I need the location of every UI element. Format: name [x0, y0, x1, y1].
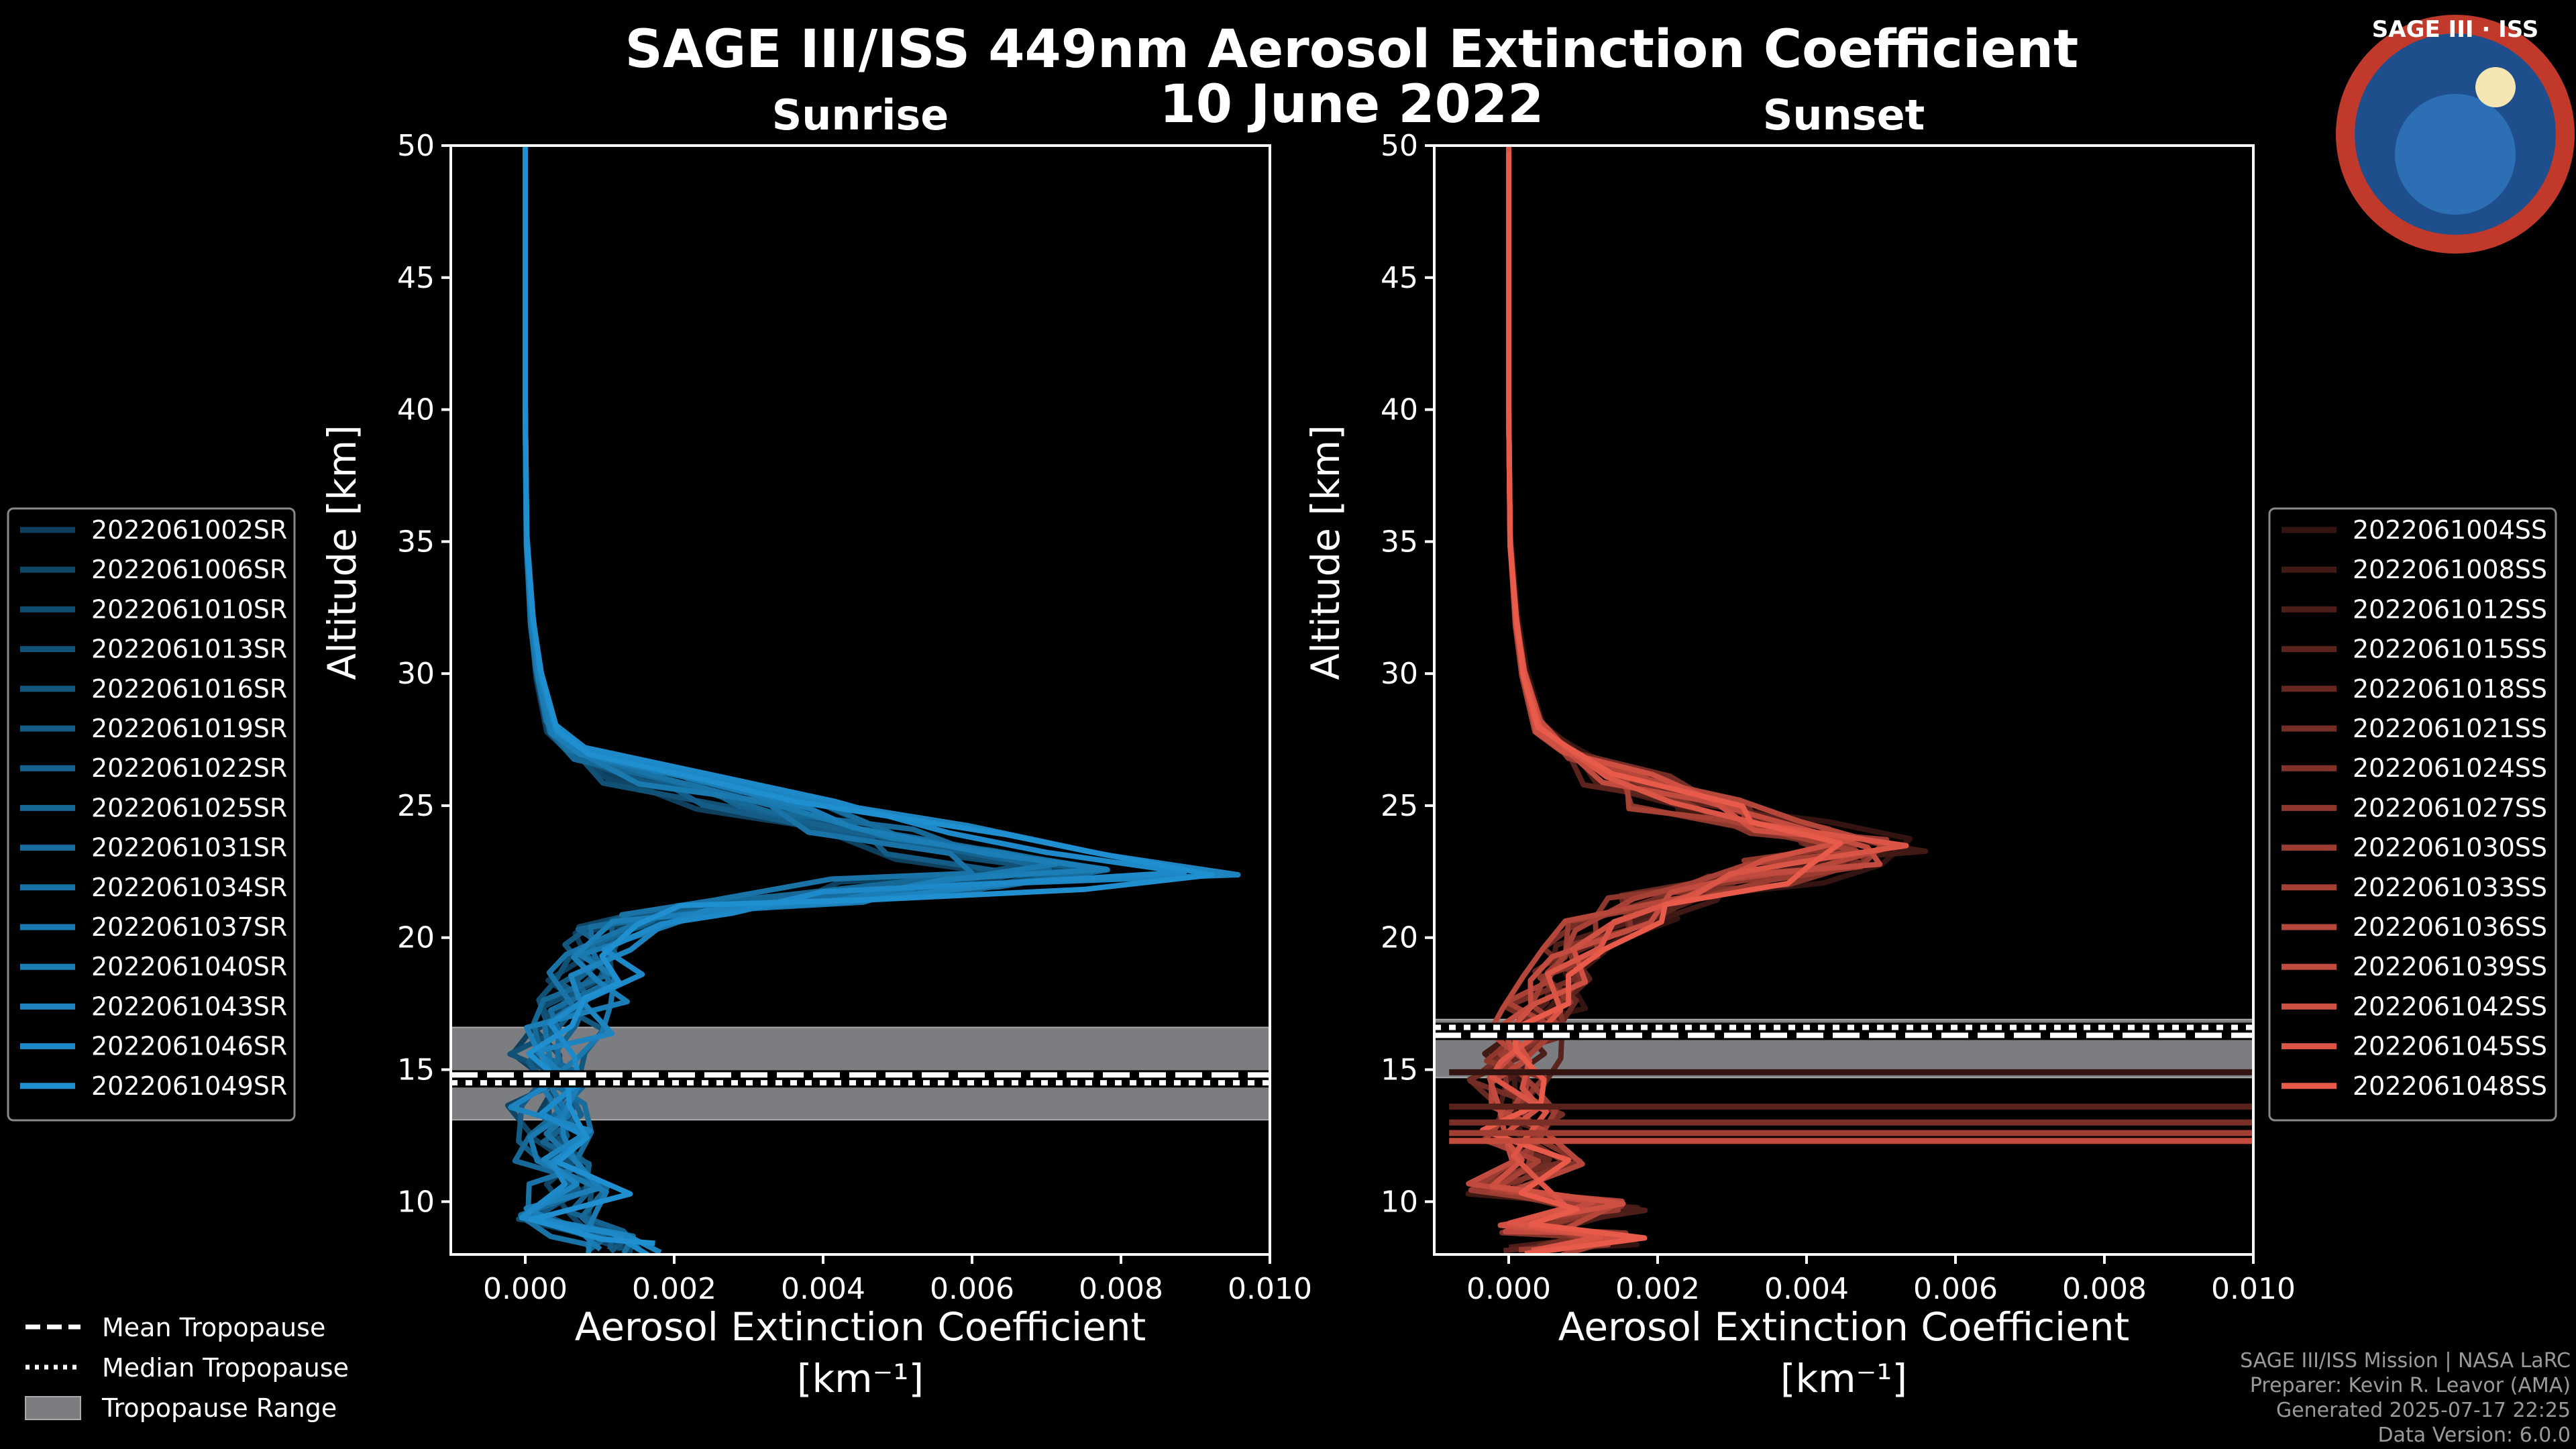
legend-entry: 2022061013SR: [91, 635, 287, 664]
x-tick-label: 0.008: [2062, 1272, 2147, 1306]
legend-entry: 2022061006SR: [91, 555, 287, 584]
logo-earth-icon: [2395, 94, 2516, 215]
legend-entry: 2022061016SR: [91, 674, 287, 704]
sunrise-x-axis-unit: [km⁻¹]: [797, 1356, 924, 1401]
sunset-series-legend: 2022061004SS 2022061008SS 2022061012SS 2022…: [2268, 507, 2557, 1122]
legend-entry: 2022061039SS: [2353, 952, 2547, 981]
credit-line: SAGE III/ISS Mission | NASA LaRC: [2240, 1349, 2571, 1373]
x-tick-label: 0.006: [1913, 1272, 1998, 1306]
tropopause-key-legend: Mean Tropopause Median Tropopause Tropop…: [25, 1313, 349, 1423]
median-tropopause-label: Median Tropopause: [102, 1353, 349, 1383]
legend-entry: 2022061025SR: [91, 793, 287, 822]
tropopause-range-swatch: [25, 1396, 81, 1420]
logo-moon-icon: [2475, 67, 2516, 107]
x-tick-label: 0.002: [1615, 1272, 1700, 1306]
sunset-panel: 10 15 20 25 30 35 40 45 50 0.000 0.002 0.004 0.006 0.…: [1303, 91, 2296, 1401]
legend-entry: 2022061004SS: [2353, 515, 2547, 545]
x-tick-label: 0.010: [1228, 1272, 1312, 1306]
x-tick-label: 0.010: [2211, 1272, 2296, 1306]
sunset-y-axis-label: Altitude [km]: [1303, 425, 1348, 680]
x-tick-label: 0.002: [632, 1272, 716, 1306]
sunset-subtitle: Sunset: [1763, 91, 1925, 140]
legend-entry: 2022061015SS: [2353, 635, 2547, 664]
y-tick-label: 40: [397, 393, 435, 427]
x-tick-label: 0.004: [1764, 1272, 1849, 1306]
mean-tropopause-label: Mean Tropopause: [102, 1313, 325, 1342]
legend-entry: 2022061021SS: [2353, 714, 2547, 743]
figure-date: 10 June 2022: [1160, 74, 1544, 135]
legend-entry: 2022061049SR: [91, 1071, 287, 1101]
legend-entry: 2022061036SS: [2353, 912, 2547, 942]
y-tick-label: 10: [397, 1185, 435, 1219]
sunset-x-axis-label: Aerosol Extinction Coefficient: [1558, 1304, 2130, 1350]
legend-entry: 2022061034SR: [91, 873, 287, 902]
sunrise-subtitle: Sunrise: [772, 91, 949, 140]
y-tick-label: 10: [1381, 1185, 1418, 1219]
legend-entry: 2022061027SS: [2353, 793, 2547, 822]
logo-text: SAGE III · ISS: [2372, 16, 2538, 43]
figure-title: SAGE III/ISS 449nm Aerosol Extinction Co…: [625, 19, 2079, 80]
sunset-x-axis-unit: [km⁻¹]: [1780, 1356, 1907, 1401]
credits: SAGE III/ISS Mission | NASA LaRC Prepare…: [2240, 1349, 2571, 1447]
tropopause-range-label: Tropopause Range: [101, 1393, 337, 1423]
legend-entry: 2022061043SR: [91, 991, 287, 1021]
legend-entry: 2022061008SS: [2353, 555, 2547, 584]
x-tick-label: 0.006: [930, 1272, 1014, 1306]
sunrise-axes-frame: [449, 144, 1271, 1256]
credit-line: Generated 2025-07-17 22:25: [2276, 1399, 2571, 1422]
sunrise-panel: 10 15 20 25 30 35 40 45 50 0.000 0.002 0.004 0.006 0.…: [319, 91, 1312, 1401]
sunset-legend-box: [2268, 507, 2557, 1122]
legend-entry: 2022061002SR: [91, 515, 287, 545]
profile-line-2022061048SS: [1479, 152, 1843, 1254]
legend-entry: 2022061018SS: [2353, 674, 2547, 704]
legend-entry: 2022061019SR: [91, 714, 287, 743]
y-tick-label: 20: [397, 921, 435, 955]
y-tick-label: 35: [1381, 525, 1418, 559]
sage-iii-iss-logo: SAGE III · ISS: [2336, 15, 2575, 254]
y-tick-label: 15: [397, 1053, 435, 1087]
x-tick-label: 0.000: [1466, 1272, 1551, 1306]
legend-entry: 2022061037SR: [91, 912, 287, 942]
credit-line: Preparer: Kevin R. Leavor (AMA): [2250, 1374, 2571, 1397]
legend-entry: 2022061030SS: [2353, 833, 2547, 863]
y-tick-label: 30: [397, 657, 435, 691]
credit-line: Data Version: 6.0.0: [2378, 1424, 2571, 1447]
y-tick-label: 50: [397, 129, 435, 163]
legend-entry: 2022061045SS: [2353, 1032, 2547, 1061]
y-tick-label: 30: [1381, 657, 1418, 691]
y-tick-label: 50: [1381, 129, 1418, 163]
y-tick-label: 40: [1381, 393, 1418, 427]
y-tick-label: 25: [1381, 789, 1418, 823]
y-tick-label: 35: [397, 525, 435, 559]
legend-entry: 2022061031SR: [91, 833, 287, 863]
sunset-plot-area: [1434, 146, 2253, 1254]
y-tick-label: 45: [397, 261, 435, 295]
sunrise-legend-box: [7, 507, 296, 1122]
legend-entry: 2022061042SS: [2353, 991, 2547, 1021]
legend-entry: 2022061048SS: [2353, 1071, 2547, 1101]
legend-entry: 2022061033SS: [2353, 873, 2547, 902]
sunrise-series-legend: 2022061002SR 2022061006SR 2022061010SR 2022…: [7, 507, 296, 1122]
y-tick-label: 45: [1381, 261, 1418, 295]
legend-entry: 2022061040SR: [91, 952, 287, 981]
legend-entry: 2022061022SR: [91, 753, 287, 783]
legend-entry: 2022061024SS: [2353, 753, 2547, 783]
sunrise-x-axis-label: Aerosol Extinction Coefficient: [575, 1304, 1146, 1350]
x-tick-label: 0.008: [1079, 1272, 1163, 1306]
y-tick-label: 15: [1381, 1053, 1418, 1087]
legend-entry: 2022061010SR: [91, 594, 287, 624]
y-tick-label: 25: [397, 789, 435, 823]
sunset-axes-frame: [1433, 144, 2255, 1256]
sunrise-y-axis-label: Altitude [km]: [319, 425, 365, 680]
legend-entry: 2022061046SR: [91, 1032, 287, 1061]
x-tick-label: 0.004: [781, 1272, 865, 1306]
legend-entry: 2022061012SS: [2353, 594, 2547, 624]
profile-line-2022061049SR: [523, 146, 1215, 1246]
x-tick-label: 0.000: [483, 1272, 568, 1306]
y-tick-label: 20: [1381, 921, 1418, 955]
